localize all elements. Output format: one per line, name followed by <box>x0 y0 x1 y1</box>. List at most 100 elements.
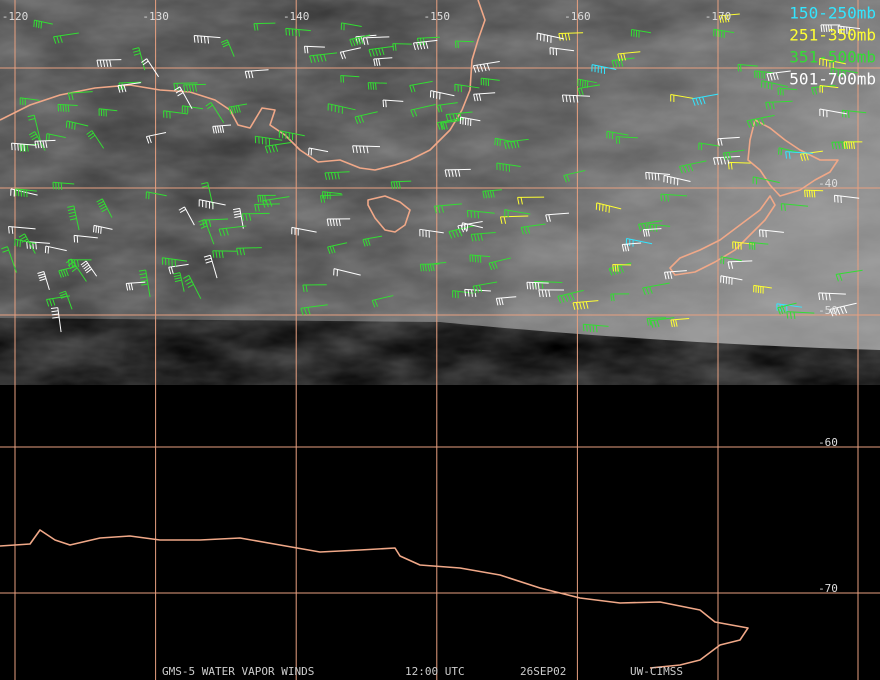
barb <box>362 36 390 46</box>
barb-shaft <box>831 67 858 74</box>
barb-feather <box>488 262 493 271</box>
barb-feather <box>621 244 625 252</box>
barb-feather <box>186 84 189 92</box>
barb-feather <box>234 215 242 219</box>
barb-feather <box>216 125 220 134</box>
barb-feather <box>617 264 619 272</box>
barb-feather <box>221 125 225 133</box>
barb <box>333 268 361 277</box>
barb-feather <box>475 93 479 102</box>
barb-feather <box>780 203 783 211</box>
barb-feather <box>561 33 564 41</box>
barb-shaft <box>391 180 412 183</box>
barb-feather <box>566 174 570 182</box>
barb-shaft <box>537 32 564 40</box>
barb-feather <box>67 104 70 112</box>
barb-shaft <box>534 280 563 284</box>
barb <box>472 61 500 73</box>
barb <box>646 317 667 326</box>
barb <box>212 250 237 259</box>
barb-feather <box>362 146 365 154</box>
barb-shaft <box>239 208 244 229</box>
barb-feather <box>177 92 184 97</box>
barb-feather <box>28 118 36 121</box>
barb <box>339 47 361 60</box>
barb-shaft <box>545 212 570 216</box>
barb-feather <box>475 285 480 293</box>
barb-feather <box>71 122 73 130</box>
barb-feather <box>337 172 340 180</box>
barb-feather <box>835 274 839 282</box>
barb <box>819 57 847 69</box>
barb <box>96 59 122 68</box>
barb-shaft <box>549 47 575 52</box>
barb-shaft <box>473 92 496 95</box>
barb <box>720 256 742 265</box>
barb-feather <box>432 263 435 271</box>
barb-feather <box>335 218 338 227</box>
barb-shaft <box>732 241 754 245</box>
barb-feather <box>60 270 65 278</box>
barb-shaft <box>749 241 769 245</box>
barb <box>837 25 861 35</box>
barb <box>53 32 79 44</box>
barb-feather <box>67 92 71 101</box>
barb-feather <box>120 85 124 93</box>
barb-feather <box>473 211 476 219</box>
barb <box>236 247 262 256</box>
barb-shaft <box>118 81 142 84</box>
barb-feather <box>692 98 696 106</box>
barb <box>759 229 784 238</box>
barb-feather <box>648 172 650 180</box>
lon-label: -140 <box>283 10 310 23</box>
barb <box>737 63 758 72</box>
barb-feather <box>132 47 139 50</box>
barb-feather <box>811 190 813 198</box>
barb <box>173 82 198 91</box>
barb-shaft <box>183 83 206 86</box>
barb-shaft <box>66 120 89 127</box>
barb-shaft <box>557 289 584 297</box>
barb-feather <box>567 33 571 41</box>
barb-shaft <box>437 117 465 124</box>
barb-feather <box>716 157 720 165</box>
barb-feather <box>58 270 62 278</box>
barb-feather <box>33 20 35 27</box>
barb-feather <box>614 60 618 68</box>
barb-feather <box>608 268 613 276</box>
barb-feather <box>186 280 193 286</box>
barb-shaft <box>236 247 262 249</box>
barb-shaft <box>43 271 50 291</box>
barb-shaft <box>204 219 215 245</box>
barb <box>582 323 609 333</box>
barb <box>118 81 142 91</box>
barb-shaft <box>26 241 50 244</box>
barb-feather <box>670 319 673 328</box>
barb-feather <box>394 43 397 51</box>
barb <box>86 130 105 149</box>
barb <box>436 102 458 113</box>
barb-feather <box>222 228 226 236</box>
barb-feather <box>441 205 445 213</box>
barb-feather <box>830 24 833 33</box>
barb-feather <box>772 101 775 110</box>
barb-shaft <box>324 171 350 174</box>
barb-shaft <box>766 70 791 75</box>
barb <box>459 116 481 126</box>
barb <box>818 292 846 301</box>
barb <box>228 103 248 115</box>
barb-shaft <box>818 292 846 295</box>
barb-feather <box>86 268 92 274</box>
barb <box>27 114 42 142</box>
barb-feather <box>173 272 181 275</box>
barb <box>132 47 146 71</box>
barb <box>561 94 591 103</box>
barb-shaft <box>98 108 118 112</box>
barb-feather <box>97 200 104 205</box>
barb-feather <box>207 36 210 44</box>
barb <box>303 45 325 54</box>
barb <box>650 317 675 328</box>
barb-shaft <box>612 263 632 266</box>
barb-feather <box>799 153 803 162</box>
barb-feather <box>831 142 834 150</box>
